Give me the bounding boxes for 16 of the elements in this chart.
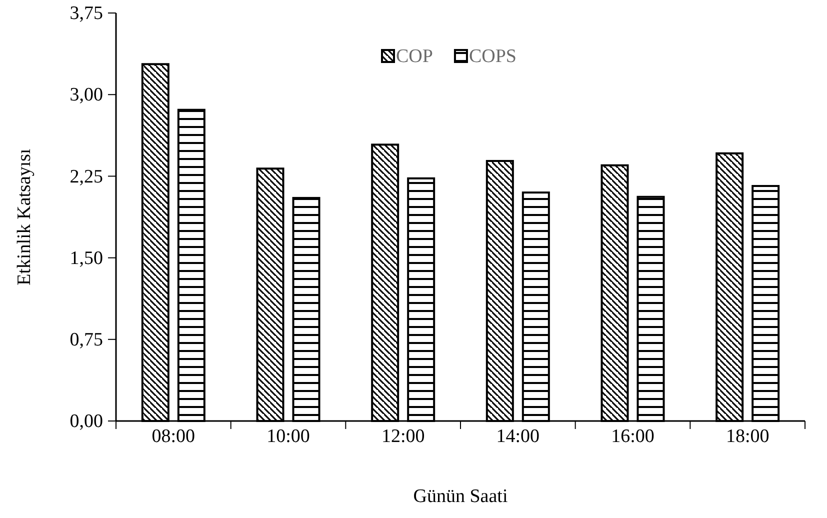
y-axis-title: Etkinlik Katsayısı xyxy=(14,148,35,286)
x-axis-title: Günün Saati xyxy=(413,486,508,507)
x-tick-label: 16:00 xyxy=(611,426,654,447)
x-tick-label: 18:00 xyxy=(726,426,770,447)
y-tick-label: 3,00 xyxy=(70,84,103,106)
x-tick-label: 12:00 xyxy=(381,426,425,447)
x-tick-label: 14:00 xyxy=(496,426,540,447)
y-tick-label: 3,75 xyxy=(70,3,103,24)
y-tick-label: 0,00 xyxy=(70,411,103,432)
y-tick-label: 0,75 xyxy=(70,329,103,350)
y-tick-label: 2,25 xyxy=(70,166,103,188)
y-tick-label: 1,50 xyxy=(70,248,103,269)
x-tick-label: 08:00 xyxy=(152,426,196,447)
x-tick-label: 10:00 xyxy=(266,426,310,447)
legend-label: COPS xyxy=(468,46,516,67)
legend-label: COP xyxy=(396,46,433,67)
